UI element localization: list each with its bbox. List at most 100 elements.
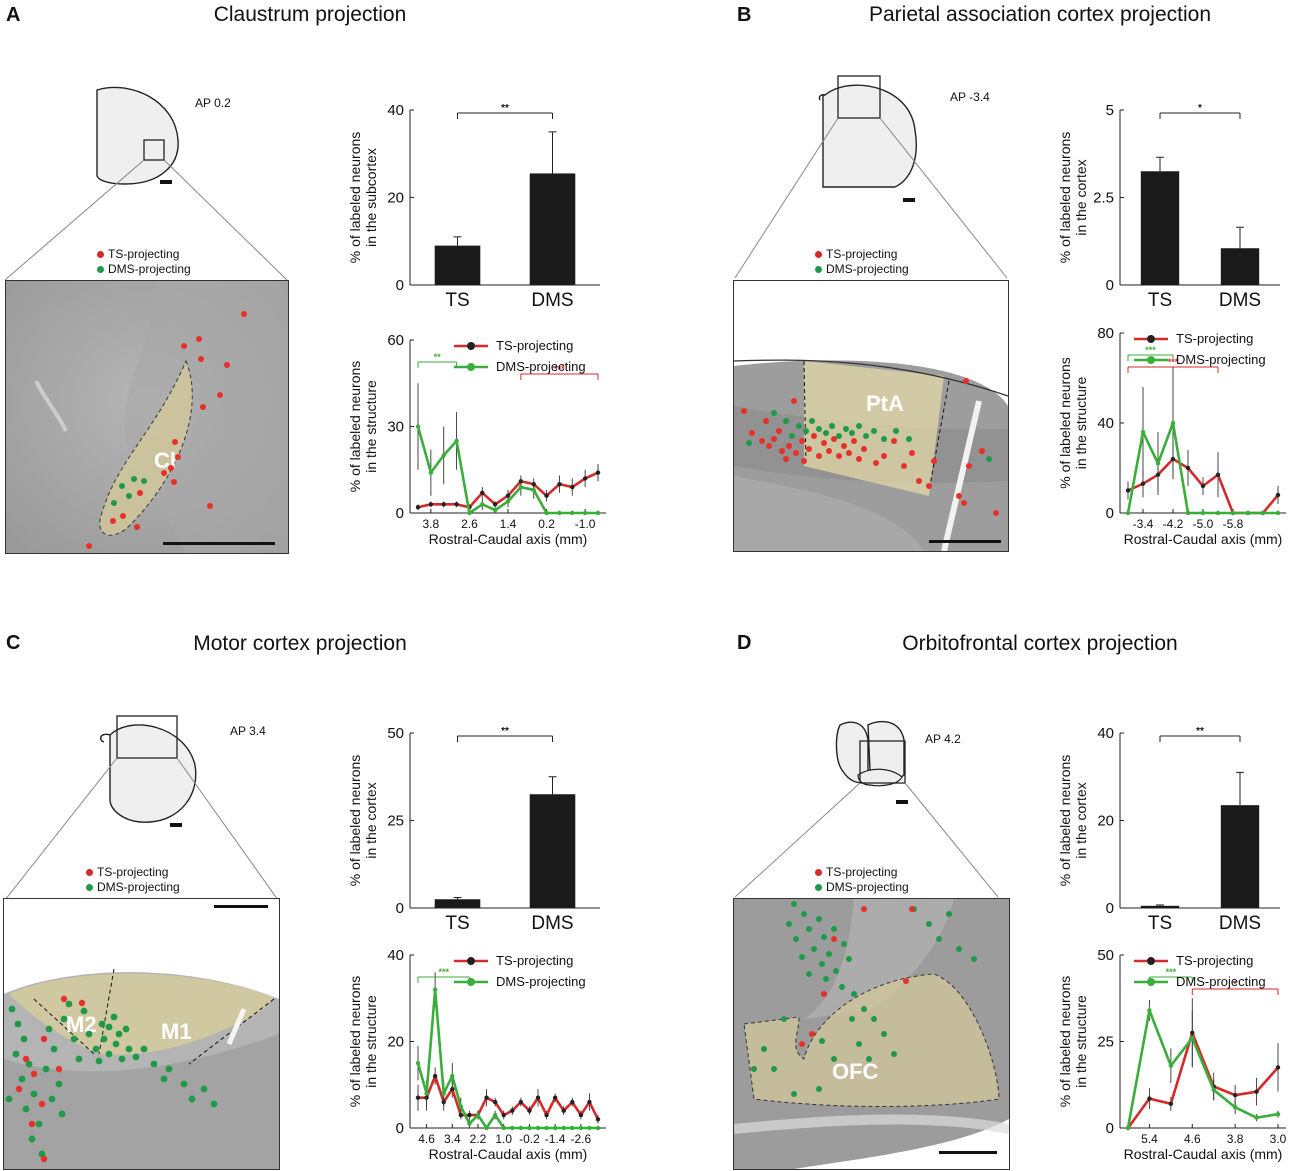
legend-dms-label: DMS-projecting: [826, 262, 909, 276]
ts-series-point: [1275, 1065, 1281, 1070]
legend-dms-label: DMS-projecting: [826, 880, 909, 894]
y-label-line2: in the cortex: [363, 782, 379, 858]
ap-label-d: AP 4.2: [925, 732, 961, 746]
dms-series-point: [505, 499, 511, 504]
y-tick-label: 0: [396, 1120, 404, 1137]
legend-marker-ts-series: [467, 957, 475, 965]
ts-series-point: [415, 505, 421, 510]
ts-series-point: [595, 1117, 601, 1122]
ts-series-point: [582, 476, 588, 481]
ts-series-point: [428, 502, 434, 507]
dms-series-point: [518, 1125, 524, 1131]
y-axis-label: % of labeled neurons in the cortex: [347, 755, 379, 887]
dms-series-point: [1147, 1008, 1152, 1013]
legend-marker-dms-series: [1147, 356, 1155, 364]
ts-series-point: [441, 502, 446, 507]
y-label-line1: % of labeled neurons: [347, 361, 363, 493]
panel-title-d: Orbitofrontal cortex projection: [902, 632, 1178, 655]
ts-series-point: [484, 1095, 489, 1100]
ts-series-point: [510, 1108, 515, 1113]
region-label-m1: M1: [161, 1019, 192, 1044]
dms-series-point: [1125, 1125, 1131, 1131]
x-axis-label: Rostral-Caudal axis (mm): [1124, 1146, 1283, 1162]
x-tick-label: 3.0: [1270, 1132, 1287, 1146]
panel-letter-b: B: [737, 4, 752, 26]
legend-marker-ts-series: [1147, 335, 1155, 343]
x-tick-label: -5.8: [1223, 517, 1244, 531]
dms-series-point: [561, 1125, 566, 1131]
ts-series-point: [480, 490, 485, 496]
y-tick-label: 2.5: [1093, 190, 1114, 207]
dms-series-point: [1200, 510, 1206, 516]
y-label-line1: % of labeled neurons: [1057, 132, 1073, 264]
ts-series-point: [570, 484, 575, 490]
panel-letter-d: D: [737, 632, 752, 654]
dms-series-point: [484, 1125, 489, 1131]
ts-series-point: [1147, 1096, 1152, 1101]
dms-series-point: [1140, 429, 1146, 435]
ts-series-point: [1215, 472, 1221, 477]
significance-label: ***: [1166, 967, 1177, 977]
legend-ts-label: TS-projecting: [97, 865, 169, 879]
y-tick-label: 0: [1106, 1120, 1114, 1137]
dms-series-point: [544, 510, 549, 516]
dms-series-point: [1260, 510, 1266, 516]
ts-series-point: [1254, 1089, 1259, 1094]
category-label: TS: [1148, 913, 1172, 933]
dms-series-point: [1211, 1087, 1216, 1093]
ts-series-point: [1275, 492, 1281, 498]
y-label-line1: % of labeled neurons: [347, 132, 363, 264]
bar-dms: [529, 173, 576, 285]
category-label: DMS: [1219, 290, 1261, 310]
ts-series-point: [1168, 1101, 1174, 1106]
category-label: TS: [445, 290, 469, 310]
y-label-line2: in the cortex: [1073, 159, 1089, 235]
dms-series-point: [1275, 510, 1281, 516]
ts-series-line: [418, 1072, 600, 1120]
dms-series-point: [501, 1125, 506, 1131]
dms-series-line: [1126, 417, 1278, 515]
y-axis-label: % of labeled neurons in the structure: [1057, 976, 1089, 1108]
dms-series-point: [1125, 510, 1131, 516]
ts-series-point: [552, 1095, 558, 1100]
legend-label-ts-series: TS-projecting: [496, 953, 573, 968]
y-axis-label: % of labeled neurons in the structure: [347, 361, 379, 493]
bar-ts: [1140, 905, 1180, 908]
ts-series-point: [595, 470, 601, 475]
brain-schematic-c: [4, 715, 279, 901]
legend-label-dms-series: DMS-projecting: [1176, 974, 1266, 989]
legend-label-dms-series: DMS-projecting: [1176, 352, 1266, 367]
ap-label-c: AP 3.4: [230, 724, 266, 738]
ts-series-point: [570, 1099, 575, 1105]
ts-series-point: [501, 1112, 506, 1118]
bar-dms: [1220, 248, 1260, 285]
ts-series-point: [544, 1112, 549, 1118]
x-tick-label: 1.0: [495, 1132, 512, 1146]
dms-series-point: [544, 1125, 549, 1131]
x-tick-label: 4.6: [418, 1132, 435, 1146]
dms-series-point: [428, 470, 434, 475]
ts-series-point: [492, 1099, 498, 1105]
x-tick-label: -5.0: [1193, 517, 1214, 531]
y-tick-label: 30: [387, 419, 404, 436]
ts-series-point: [1125, 488, 1131, 493]
y-tick-label: 0: [396, 277, 404, 294]
dms-series-point: [531, 487, 536, 493]
significance-label: **: [501, 726, 509, 737]
dms-series-point: [1275, 1111, 1281, 1117]
ts-series-point: [561, 1108, 566, 1113]
y-label-line2: in the structure: [1073, 376, 1089, 469]
ts-series-point: [415, 1095, 421, 1100]
ts-series-point: [535, 1095, 541, 1100]
y-tick-label: 0: [396, 505, 404, 522]
ts-series-line: [1126, 1028, 1279, 1129]
brain-schematic-b: [734, 75, 1008, 279]
dms-series-point: [441, 453, 446, 458]
dms-series-point: [480, 502, 485, 507]
dms-series-line: [1126, 1005, 1279, 1129]
significance-label: **: [1196, 726, 1204, 737]
x-axis-label: Rostral-Caudal axis (mm): [429, 1146, 588, 1162]
